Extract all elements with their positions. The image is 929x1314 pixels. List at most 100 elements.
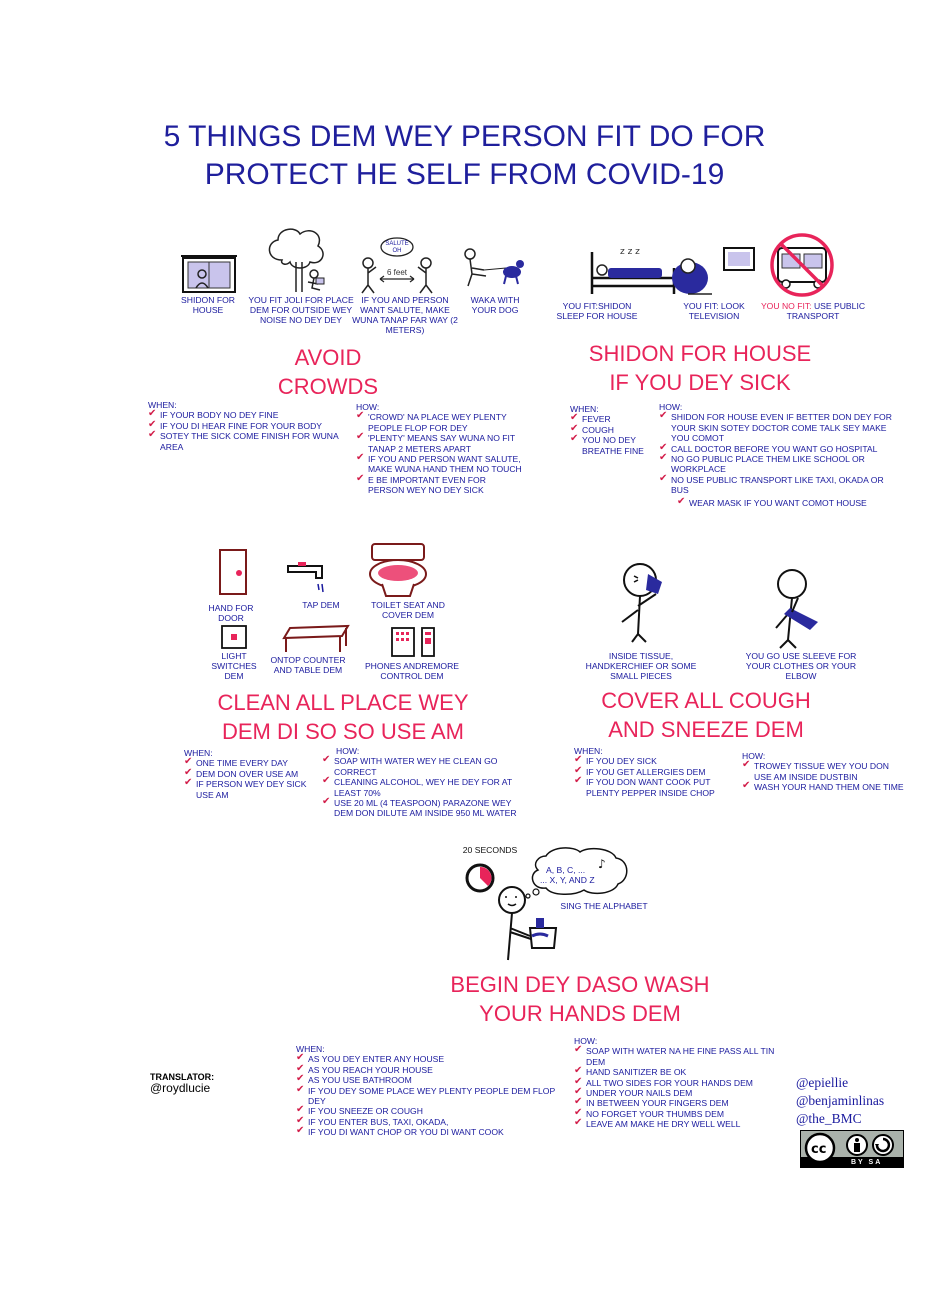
list-item: ALL TWO SIDES FOR YOUR HANDS DEM (574, 1077, 784, 1088)
list-item: SHIDON FOR HOUSE EVEN IF BETTER DON DEY … (659, 411, 899, 443)
cc-by-sa-badge: cc BY SA (800, 1130, 904, 1168)
phone-remote-icon (391, 627, 435, 657)
list-item: COUGH (570, 424, 656, 435)
list-item: ONE TIME EVERY DAY (184, 757, 314, 768)
list-item: WEAR MASK IF YOU WANT COMOT HOUSE (677, 497, 899, 508)
list-item: AS YOU REACH YOUR HOUSE (296, 1064, 558, 1075)
caption-shidon: SHIDON FOR HOUSE (181, 295, 235, 315)
list-item: E BE IMPORTANT EVEN FOR PERSON WEY NO DE… (356, 474, 524, 496)
clean-how-list: HOW: SOAP WITH WATER WEY HE CLEAN GO COR… (322, 746, 522, 819)
list-item: UNDER YOUR NAILS DEM (574, 1087, 784, 1098)
list-item: IN BETWEEN YOUR FINGERS DEM (574, 1097, 784, 1108)
caption-tv: YOU FIT: LOOK TELEVISION (683, 301, 745, 321)
salute-bubble-text: SALUTE OH (385, 241, 409, 254)
cover-when-list: WHEN: IF YOU DEY SICK IF YOU GET ALLERGI… (574, 746, 734, 798)
license-text: BY SA (851, 1159, 883, 1166)
dog-walk-icon (464, 248, 524, 287)
house-window-icon (181, 255, 237, 293)
list-item: 'CROWD' NA PLACE WEY PLENTY PEOPLE FLOP … (356, 411, 524, 433)
caption-20-seconds: 20 SECONDS (462, 845, 518, 855)
wash-how-list: HOW: SOAP WITH WATER NA HE FINE PASS ALL… (574, 1036, 784, 1130)
list-item: AS YOU USE BATHROOM (296, 1074, 558, 1085)
credit-handle: @benjaminlinas (796, 1093, 885, 1108)
salute-distance-icon (361, 237, 433, 294)
cover-how-list: HOW: TROWEY TISSUE WEY YOU DON USE AM IN… (742, 751, 904, 793)
avoid-crowds-title: AVOID CROWDS (277, 345, 379, 399)
distance-label: 6 feet (386, 268, 407, 277)
clean-title: CLEAN ALL PLACE WEY DEM DI SO SO USE AM (217, 690, 469, 744)
avoid-how-list: HOW: 'CROWD' NA PLACE WEY PLENTY PEOPLE … (356, 402, 524, 496)
sleeve-cough-icon (775, 569, 818, 649)
bed-sleep-icon: z z z (590, 247, 676, 294)
svg-text:cc: cc (811, 1142, 826, 1157)
sick-when-list: WHEN: FEVER COUGH YOU NO DEY BREATHE FIN… (570, 404, 656, 456)
list-item: NO FORGET YOUR THUMBS DEM (574, 1108, 784, 1119)
page-title: 5 THINGS DEM WEY PERSON FIT DO FOR PROTE… (0, 118, 929, 194)
list-item: YOU NO DEY BREATHE FINE (570, 434, 656, 456)
author-credits: @epiellie @benjaminlinas @the_BMC (796, 1074, 884, 1128)
translator-label: TRANSLATOR: (150, 1072, 215, 1082)
toilet-icon (369, 543, 427, 597)
wash-when-list: WHEN: AS YOU DEY ENTER ANY HOUSE AS YOU … (296, 1044, 558, 1138)
list-item: AS YOU DEY ENTER ANY HOUSE (296, 1053, 558, 1064)
list-item: NO GO PUBLIC PLACE THEM LIKE SCHOOL OR W… (659, 453, 899, 475)
handwash-person-icon (498, 886, 558, 961)
clock-icon (465, 863, 495, 893)
list-item: IF PERSON WEY DEY SICK USE AM (184, 778, 314, 800)
caption-door: HAND FOR DOOR (208, 603, 254, 623)
credit-handle: @epiellie (796, 1075, 849, 1090)
cc-icon: cc (804, 1132, 894, 1164)
list-item: HAND SANITIZER BE OK (574, 1066, 784, 1077)
list-item: LEAVE AM MAKE HE DRY WELL WELL (574, 1118, 784, 1129)
thought-bubble-icon: ♪ (525, 847, 628, 899)
caption-light: LIGHT SWITCHES DEM (211, 651, 257, 681)
list-item: 'PLENTY' MEANS SAY WUNA NO FIT TANAP 2 M… (356, 432, 524, 454)
tissue-cough-icon (621, 563, 662, 643)
tap-icon (287, 562, 324, 593)
list-item: IF YOU ENTER BUS, TAXI, OKADA, (296, 1116, 558, 1127)
svg-text:z z z: z z z (620, 247, 640, 257)
caption-salute: IF YOU AND PERSON WANT SALUTE, MAKE WUNA… (352, 295, 458, 335)
caption-sing: SING THE ALPHABET (560, 901, 648, 911)
light-switch-icon (221, 625, 247, 649)
list-item: SOAP WITH WATER NA HE FINE PASS ALL TIN … (574, 1045, 784, 1067)
caption-tissue: INSIDE TISSUE, HANDKERCHIEF OR SOME SMAL… (585, 651, 697, 681)
wash-title: BEGIN DEY DASO WASH YOUR HANDS DEM (450, 972, 710, 1026)
page-title-line2: PROTECT HE SELF FROM COVID-19 (204, 158, 725, 191)
svg-text:♪: ♪ (598, 857, 606, 871)
caption-counter: ONTOP COUNTER AND TABLE DEM (270, 655, 346, 675)
list-item: IF YOU DEY SOME PLACE WEY PLENTY PEOPLE … (296, 1085, 558, 1107)
caption-sleeve: YOU GO USE SLEEVE FOR YOUR CLOTHES OR YO… (745, 651, 857, 681)
caption-waka: WAKA WITH YOUR DOG (470, 295, 520, 315)
caption-sleep: YOU FIT:SHIDON SLEEP FOR HOUSE (556, 301, 638, 321)
list-item: IF YOU DI WANT CHOP OR YOU DI WANT COOK (296, 1126, 558, 1137)
list-item: IF YOU SNEEZE OR COUGH (296, 1105, 558, 1116)
caption-transport: YOU NO FIT: USE PUBLIC TRANSPORT (760, 301, 866, 321)
list-item: TROWEY TISSUE WEY YOU DON USE AM INSIDE … (742, 760, 904, 782)
list-item: IF YOUR BODY NO DEY FINE (148, 409, 348, 420)
caption-phones: PHONES ANDREMORE CONTROL DEM (364, 661, 460, 681)
table-icon (282, 624, 350, 652)
list-item: WASH YOUR HAND THEM ONE TIME (742, 781, 904, 792)
list-item: DEM DON OVER USE AM (184, 768, 314, 779)
avoid-when-list: WHEN: IF YOUR BODY NO DEY FINE IF YOU DI… (148, 400, 348, 452)
list-item: IF YOU DON WANT COOK PUT PLENTY PEPPER I… (574, 776, 734, 798)
list-item: SOTEY THE SICK COME FINISH FOR WUNA AREA (148, 430, 348, 452)
list-item: CALL DOCTOR BEFORE YOU WANT GO HOSPITAL (659, 443, 899, 454)
list-item: NO USE PUBLIC TRANSPORT LIKE TAXI, OKADA… (659, 474, 899, 496)
tv-watch-icon (672, 247, 755, 295)
credit-handle: @the_BMC (796, 1111, 862, 1126)
list-item: IF YOU GET ALLERGIES DEM (574, 766, 734, 777)
list-item: FEVER (570, 413, 656, 424)
door-icon (219, 549, 247, 595)
thought-text: A, B, C, ... ... X, Y, AND Z (540, 865, 595, 885)
caption-joli: YOU FIT JOLI FOR PLACE DEM FOR OUTSIDE W… (248, 295, 354, 325)
caption-tap: TAP DEM (302, 600, 340, 610)
shidon-title: SHIDON FOR HOUSE IF YOU DEY SICK (588, 341, 812, 395)
caption-toilet: TOILET SEAT AND COVER DEM (371, 600, 445, 620)
list-item: IF YOU DI HEAR FINE FOR YOUR BODY (148, 420, 348, 431)
sick-how-list: HOW: SHIDON FOR HOUSE EVEN IF BETTER DON… (659, 402, 899, 508)
cover-title: COVER ALL COUGH AND SNEEZE DEM (601, 688, 811, 742)
list-item: IF YOU DEY SICK (574, 755, 734, 766)
translator-credit: TRANSLATOR: @roydlucie (150, 1072, 214, 1095)
